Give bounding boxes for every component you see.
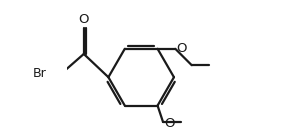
Text: O: O [164, 117, 175, 130]
Text: O: O [176, 42, 187, 55]
Text: O: O [78, 13, 89, 26]
Text: Br: Br [33, 67, 47, 80]
